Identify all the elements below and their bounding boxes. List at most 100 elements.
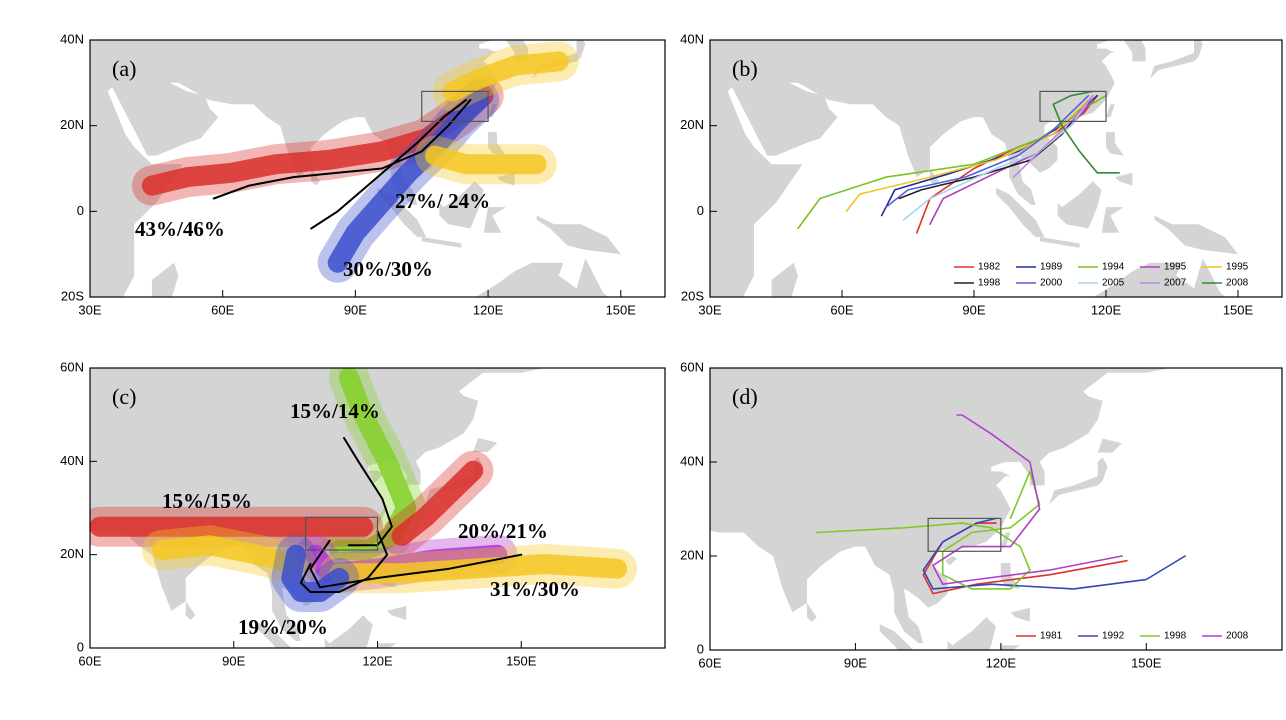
- panel-label: (c): [112, 384, 136, 409]
- mean-track: [343, 437, 393, 547]
- y-tick-label: 40N: [60, 31, 84, 46]
- land: [1000, 563, 1021, 589]
- y-tick-label: 20S: [61, 288, 84, 303]
- track: [902, 94, 1094, 221]
- legend-label: 2007: [1164, 278, 1187, 289]
- x-tick-label: 90E: [344, 302, 367, 317]
- x-tick-label: 90E: [844, 655, 867, 670]
- land: [1106, 132, 1124, 156]
- y-tick-label: 0: [77, 203, 84, 218]
- land: [13, 704, 42, 720]
- land: [1154, 215, 1238, 255]
- y-tick-label: 20S: [681, 288, 704, 303]
- track: [1012, 94, 1094, 178]
- land: [1194, 19, 1216, 32]
- track: [845, 99, 1090, 213]
- land: [1097, 438, 1122, 453]
- legend-label: 1995: [1164, 262, 1187, 273]
- x-tick-label: 90E: [222, 653, 245, 668]
- legend-label: 2000: [1040, 278, 1063, 289]
- mean-track: [309, 539, 523, 589]
- cluster-core: [391, 460, 484, 546]
- panel: 30E 60E 90E 120E 150E 40N 20N 0 20S (a) 43%/46% 30%…: [60, 19, 666, 317]
- y-tick-label: 20N: [680, 117, 704, 132]
- cluster-percent: 19%/20%: [238, 615, 328, 639]
- track: [885, 94, 1090, 208]
- map-area: [13, 368, 638, 720]
- legend-label: 1989: [1040, 262, 1063, 273]
- legend-label: 1994: [1102, 262, 1125, 273]
- land: [324, 615, 373, 648]
- y-tick-label: 40N: [680, 31, 704, 46]
- cluster-percent: 27%/ 24%: [395, 189, 490, 213]
- target-box: [421, 90, 489, 122]
- x-tick-label: 120E: [986, 655, 1017, 670]
- land: [930, 168, 939, 186]
- x-tick-label: 60E: [698, 655, 721, 670]
- y-tick-label: 0: [697, 641, 704, 656]
- land: [1093, 258, 1226, 297]
- cluster-core: [425, 145, 547, 175]
- cluster-percent: 15%/14%: [290, 399, 380, 423]
- land: [90, 368, 546, 641]
- land: [1010, 607, 1030, 622]
- x-tick-label: 90E: [962, 302, 985, 317]
- land: [945, 556, 958, 566]
- x-tick-label: 60E: [78, 653, 101, 668]
- land: [488, 132, 506, 156]
- land: [387, 606, 407, 620]
- target-box: [305, 516, 379, 551]
- panel: 30E 60E 90E 120E 150E 40N 20N 0 20S (b) 1982 1989 19…: [680, 19, 1283, 317]
- land: [330, 699, 536, 720]
- land: [879, 624, 914, 650]
- land: [1000, 645, 1021, 650]
- land: [532, 40, 586, 79]
- land: [1150, 40, 1203, 79]
- land: [475, 258, 609, 297]
- legend-label: 1998: [978, 278, 1001, 289]
- x-tick-label: 150E: [606, 302, 637, 317]
- land: [496, 172, 515, 186]
- legend-label: 2008: [1226, 278, 1249, 289]
- y-tick-label: 60N: [680, 359, 704, 374]
- legend-label: 1981: [1040, 631, 1063, 642]
- cluster-percent: 31%/30%: [490, 577, 580, 601]
- land: [1000, 532, 1011, 547]
- land: [1114, 172, 1133, 186]
- legend-label: 1995: [1226, 262, 1249, 273]
- track: [1052, 90, 1120, 174]
- land: [996, 187, 1045, 237]
- land: [257, 622, 292, 648]
- x-tick-label: 120E: [362, 653, 393, 668]
- land: [488, 104, 497, 118]
- x-tick-label: 150E: [506, 653, 537, 668]
- track: [922, 517, 1186, 590]
- land: [952, 702, 1160, 720]
- frame: [89, 39, 666, 298]
- track: [815, 470, 1041, 590]
- x-tick-label: 30E: [78, 302, 101, 317]
- y-tick-label: 0: [697, 203, 704, 218]
- x-tick-label: 60E: [830, 302, 853, 317]
- panel-label: (b): [732, 56, 758, 81]
- legend-label: 1982: [978, 262, 1001, 273]
- land: [483, 207, 506, 233]
- cluster-percent: 43%/46%: [135, 217, 225, 241]
- land: [421, 237, 462, 248]
- cluster-percent: 30%/30%: [343, 257, 433, 281]
- land: [632, 706, 661, 720]
- mean-track: [299, 530, 389, 593]
- frame: [709, 39, 1283, 298]
- cluster-percent: 15%/15%: [162, 489, 252, 513]
- land: [185, 601, 196, 620]
- cluster-core: [281, 544, 350, 602]
- cluster-percent: 20%/21%: [458, 519, 548, 543]
- x-tick-label: 30E: [698, 302, 721, 317]
- legend-label: 1998: [1164, 631, 1187, 642]
- mean-track: [310, 99, 467, 230]
- land: [928, 678, 972, 690]
- land: [151, 262, 179, 297]
- land: [577, 19, 599, 32]
- y-tick-label: 40N: [680, 453, 704, 468]
